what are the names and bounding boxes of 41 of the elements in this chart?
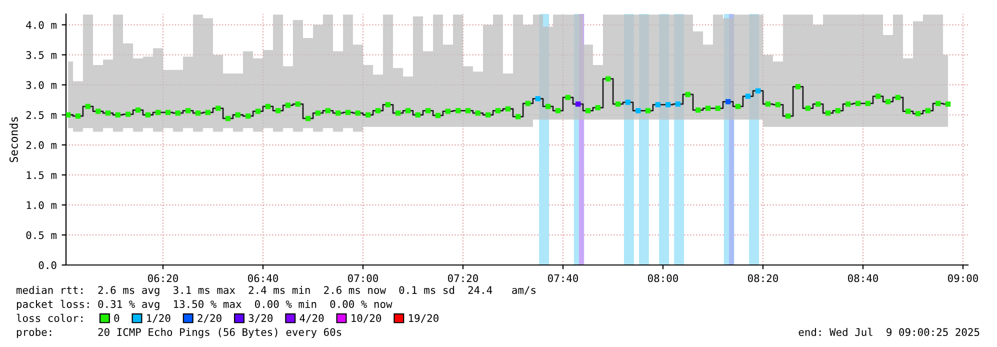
x-tick-label: 07:20	[448, 274, 478, 282]
x-tick-label: 08:00	[648, 274, 678, 282]
x-tick-label: 06:20	[148, 274, 178, 282]
x-tick-label: 07:40	[548, 274, 578, 282]
x-tick-label: 07:00	[348, 274, 378, 282]
x-tick-label: 09:00	[948, 274, 978, 282]
y-tick-label: 4.0 m	[26, 21, 56, 29]
point	[655, 102, 660, 108]
legend-label: 0	[114, 314, 120, 322]
y-tick-label: 3.0 m	[26, 81, 56, 89]
x-tick-label: 08:20	[748, 274, 778, 282]
point	[635, 108, 641, 114]
text: end: Wed Jul 9 09:00:25 2025	[798, 328, 980, 336]
text: probe: 20 ICMP Echo Pings (56 Bytes) every 60s	[16, 328, 342, 338]
point	[675, 101, 681, 107]
y-axis-title: Seconds	[9, 117, 18, 162]
y-tick-label: 1.5 m	[26, 171, 56, 180]
legend-label: 4/20	[300, 314, 324, 323]
legend-title: loss color:	[16, 314, 82, 322]
legend-label: 19/20	[409, 314, 438, 323]
legend-label: 10/20	[352, 314, 382, 323]
y-tick-label: 2.5 m	[26, 111, 56, 120]
point	[745, 94, 750, 99]
point	[725, 99, 731, 104]
text: median rtt: 2.6 ms avg 3.1 ms max 2.4 ms min 2.6 ms now 0.1 ms sd 24.4 am/s	[16, 286, 536, 296]
legend-label: 2/20	[198, 314, 222, 323]
y-tick-label: 3.5 m	[26, 51, 56, 59]
x-tick-label: 06:40	[248, 274, 278, 282]
point	[665, 102, 671, 108]
y-tick-label: 1.0 m	[26, 201, 56, 210]
y-tick-label: 0.5 m	[26, 231, 56, 240]
point	[755, 88, 761, 94]
legend-label: 1/20	[147, 314, 170, 323]
point	[625, 100, 630, 105]
legend-label: 3/20	[248, 314, 273, 323]
y-tick-label: 2.0 m	[26, 141, 56, 150]
point	[575, 101, 581, 107]
x-tick-label: 08:40	[848, 274, 878, 282]
y-tick-label: 0.0	[38, 261, 56, 270]
text: packet loss: 0.31 % avg 13.50 % max 0.00 % min 0.00 % now	[16, 300, 392, 310]
point	[535, 96, 540, 102]
